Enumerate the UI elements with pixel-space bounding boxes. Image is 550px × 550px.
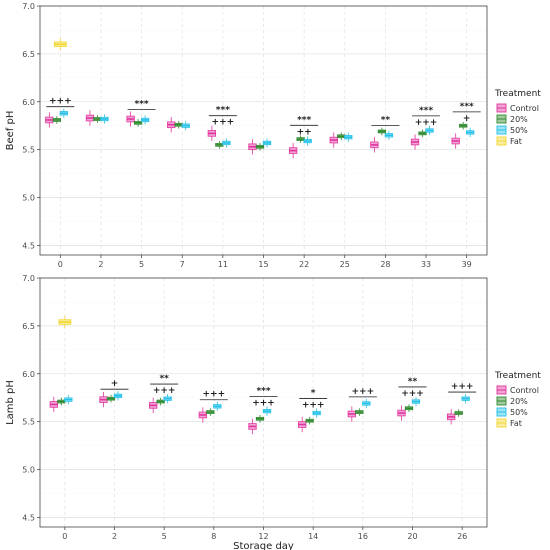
y-tick-label: 4.5 xyxy=(22,513,35,522)
x-tick-label: 16 xyxy=(358,532,368,541)
y-tick-label: 6.5 xyxy=(22,322,35,331)
legend-entry-label: Fat xyxy=(510,137,522,146)
legend-entry-label: 20% xyxy=(510,397,528,406)
plot-border xyxy=(39,5,488,256)
x-tick-label: 33 xyxy=(421,260,431,269)
x-tick-label: 0 xyxy=(62,532,67,541)
x-tick-label: 15 xyxy=(258,260,268,269)
y-tick-label: 7.0 xyxy=(22,274,35,283)
legend-entry-label: Control xyxy=(510,104,539,113)
x-tick-label: 20 xyxy=(407,532,417,541)
annotation-label: +++ xyxy=(49,97,72,107)
annotation-label: *** xyxy=(460,102,474,112)
annotation-label: +++ xyxy=(153,386,176,396)
y-axis-label: Lamb pH xyxy=(5,380,16,425)
legend: Treatment Control 20% 50% Fat xyxy=(494,371,541,428)
annotation-label: +++ xyxy=(415,118,438,128)
annotation-label: +++ xyxy=(203,390,226,400)
y-tick-label: 6.0 xyxy=(22,370,35,379)
annotation-label: *** xyxy=(297,115,311,125)
y-tick-label: 7.0 xyxy=(22,2,35,11)
annotation-label: + xyxy=(463,114,471,124)
x-tick-label: 22 xyxy=(299,260,309,269)
annotation-label: ++ xyxy=(297,127,312,137)
y-tick-label: 5.0 xyxy=(22,194,35,203)
x-tick-label: 2 xyxy=(112,532,117,541)
annotation-label: ** xyxy=(159,374,169,384)
legend-entry-label: 50% xyxy=(510,408,528,417)
legend-entry-label: Fat xyxy=(510,419,522,428)
annotation-label: * xyxy=(311,388,316,398)
legend-entry-label: 20% xyxy=(510,115,528,124)
annotation-label: + xyxy=(111,379,119,389)
annotation-label: *** xyxy=(135,99,149,109)
x-axis-label: Storage day xyxy=(233,541,294,550)
legend-title: Treatment xyxy=(494,371,541,381)
legend: Treatment Control 20% 50% Fat xyxy=(494,89,541,146)
x-tick-label: 25 xyxy=(340,260,350,269)
annotation-label: ** xyxy=(408,377,418,387)
panel-2: 4.5 5.0 5.5 6.0 6.5 7.0 0 2 5 8 12 14 16 20 26 Lamb pH S… xyxy=(5,274,541,550)
annotation-label: +++ xyxy=(352,387,375,397)
y-axis-label: Beef pH xyxy=(5,111,16,151)
x-tick-label: 39 xyxy=(462,260,472,269)
y-tick-label: 4.5 xyxy=(22,241,35,250)
annotation-label: +++ xyxy=(212,118,235,128)
plot-area xyxy=(40,6,487,255)
x-tick-label: 12 xyxy=(258,532,268,541)
y-tick-label: 6.0 xyxy=(22,98,35,107)
y-tick-label: 6.5 xyxy=(22,50,35,59)
legend-entry-label: 50% xyxy=(510,126,528,135)
y-tick-label: 5.5 xyxy=(22,146,35,155)
y-tick-label: 5.5 xyxy=(22,418,35,427)
annotation-label: *** xyxy=(216,106,230,116)
x-tick-label: 26 xyxy=(457,532,467,541)
y-tick-label: 5.0 xyxy=(22,466,35,475)
plot-border xyxy=(39,277,488,528)
x-tick-label: 8 xyxy=(211,532,216,541)
legend-entry-label: Control xyxy=(510,386,539,395)
x-tick-label: 5 xyxy=(162,532,167,541)
annotation-label: *** xyxy=(419,106,433,116)
annotation-label: +++ xyxy=(252,399,275,409)
annotation-label: ** xyxy=(381,116,391,126)
panel-1: 4.55.05.56.06.57.00 2 5 7 11 15 22 25 28 33 39Beef… xyxy=(5,2,541,269)
x-tick-label: 11 xyxy=(218,260,228,269)
x-tick-label: 2 xyxy=(98,260,103,269)
legend-title: Treatment xyxy=(494,89,541,99)
x-tick-label: 7 xyxy=(180,260,185,269)
annotation-label: +++ xyxy=(401,389,424,399)
annotation-label: +++ xyxy=(451,382,474,392)
annotation-label: +++ xyxy=(302,400,325,410)
x-tick-label: 14 xyxy=(308,532,318,541)
x-tick-label: 28 xyxy=(380,260,390,269)
x-tick-label: 5 xyxy=(139,260,144,269)
x-tick-label: 0 xyxy=(58,260,63,269)
annotation-label: *** xyxy=(256,387,270,397)
